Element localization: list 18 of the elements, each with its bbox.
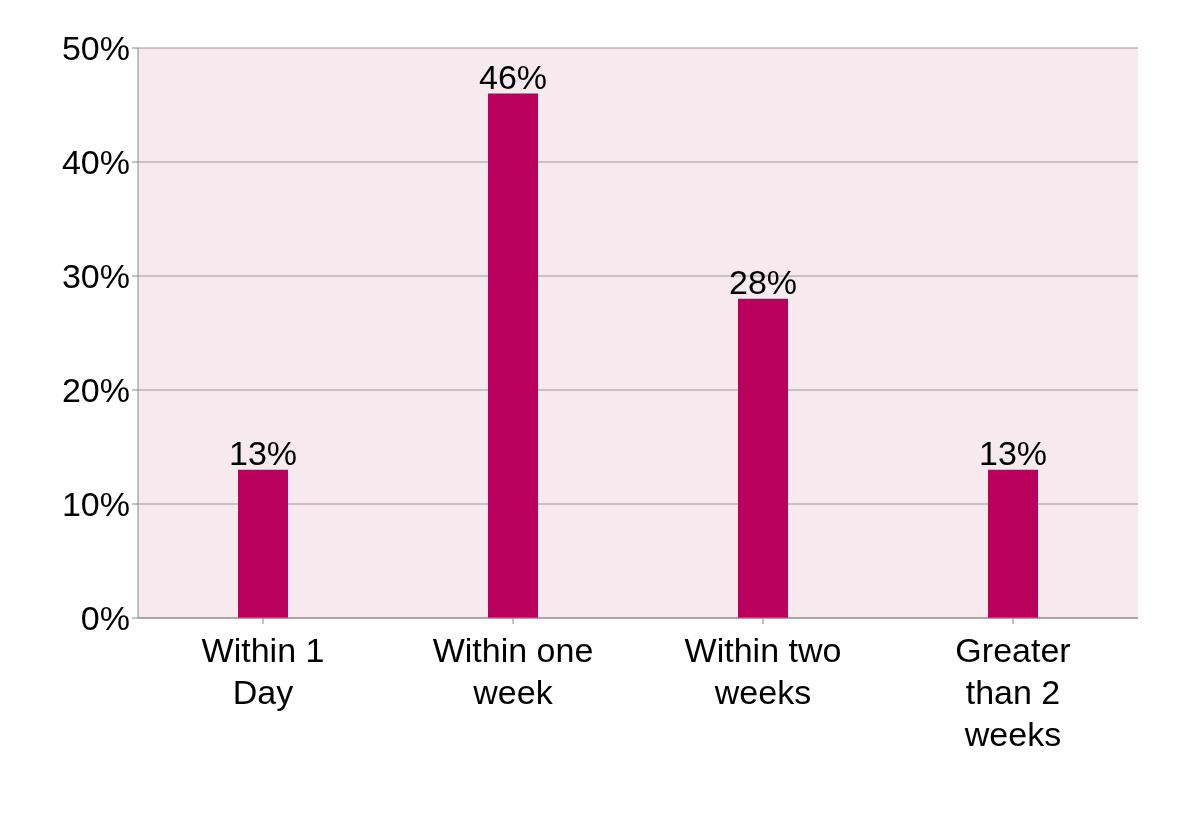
y-tick-label: 0% [80, 599, 130, 638]
bar [738, 298, 788, 618]
bar [238, 469, 288, 618]
data-label: 13% [228, 433, 298, 472]
x-tick-label: Within 1 Day [201, 631, 325, 711]
x-tick-label: Greater than 2 weeks [955, 631, 1071, 753]
data-label: 13% [978, 433, 1048, 472]
y-tick-label: 50% [61, 29, 130, 68]
bar [988, 469, 1038, 618]
data-label: 28% [728, 262, 798, 301]
y-tick-label: 10% [61, 485, 130, 524]
data-label: 46% [478, 57, 548, 96]
y-tick-label: 20% [61, 371, 130, 410]
x-tick-label: Within two weeks [684, 631, 842, 711]
y-tick-label: 30% [61, 257, 130, 296]
x-tick-label: Within one week [432, 631, 594, 711]
y-tick-label: 40% [61, 143, 130, 182]
bar [488, 93, 538, 618]
